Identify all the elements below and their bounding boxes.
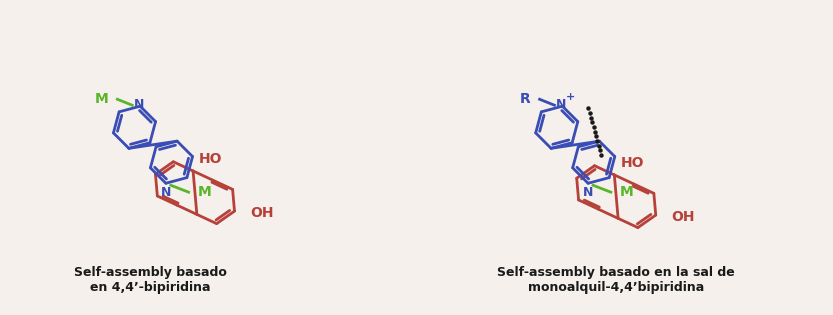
Text: Self-assembly basado
en 4,4’-bipiridina: Self-assembly basado en 4,4’-bipiridina [74, 266, 227, 294]
Text: OH: OH [251, 206, 274, 220]
Text: M: M [95, 92, 108, 106]
Text: HO: HO [621, 156, 644, 170]
Text: N: N [161, 186, 171, 199]
Text: N: N [134, 98, 144, 111]
Text: N: N [583, 186, 593, 199]
Text: R: R [520, 92, 531, 106]
Text: N: N [556, 98, 566, 111]
Text: HO: HO [199, 152, 222, 166]
Text: M: M [197, 185, 212, 199]
Text: +: + [566, 92, 575, 102]
Text: OH: OH [671, 210, 695, 224]
Text: M: M [620, 185, 634, 199]
Text: Self-assembly basado en la sal de
monoalquil-4,4’bipiridina: Self-assembly basado en la sal de monoal… [497, 266, 735, 294]
